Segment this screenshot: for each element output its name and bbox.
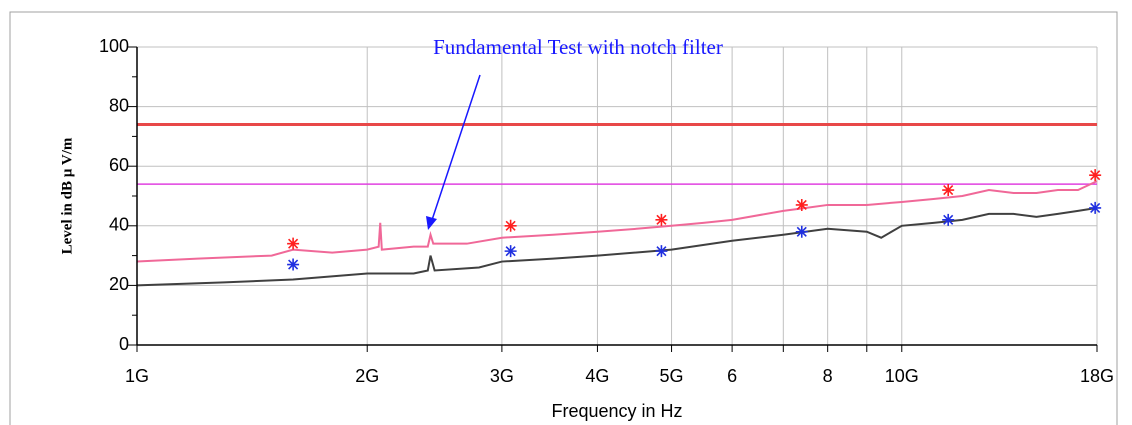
y-axis-label: Level in dB µ V/m: [59, 137, 75, 254]
marker: [942, 184, 955, 197]
y-tick-label: 60: [109, 155, 129, 175]
marker: [287, 258, 300, 271]
y-tick-label: 100: [99, 36, 129, 56]
marker: [795, 198, 808, 211]
marker: [1089, 169, 1102, 182]
x-tick-label: 5G: [660, 366, 684, 386]
x-tick-label: 18G: [1080, 366, 1114, 386]
x-tick-label: 4G: [585, 366, 609, 386]
arrow-head: [426, 216, 437, 230]
x-tick-label: 10G: [885, 366, 919, 386]
marker: [504, 245, 517, 258]
frame: [9, 11, 1118, 425]
y-tick-label: 20: [109, 274, 129, 294]
annotation: Fundamental Test with notch filter: [433, 35, 723, 59]
marker: [942, 213, 955, 226]
marker: [795, 225, 808, 238]
annotation-arrow: [431, 74, 481, 221]
marker: [504, 219, 517, 232]
x-tick-label: 8: [823, 366, 833, 386]
y-tick-label: 80: [109, 95, 129, 115]
marker: [655, 245, 668, 258]
x-tick-label: 2G: [355, 366, 379, 386]
x-axis-label: Frequency in Hz: [551, 401, 682, 421]
y-tick-label: 0: [119, 334, 129, 354]
marker: [655, 213, 668, 226]
x-tick-label: 6: [727, 366, 737, 386]
x-tick-label: 1G: [125, 366, 149, 386]
series-line: [136, 206, 1098, 287]
marker: [1089, 201, 1102, 214]
marker: [287, 237, 300, 250]
y-tick-label: 40: [109, 215, 129, 235]
x-tick-label: 3G: [490, 366, 514, 386]
series-line: [136, 180, 1098, 263]
